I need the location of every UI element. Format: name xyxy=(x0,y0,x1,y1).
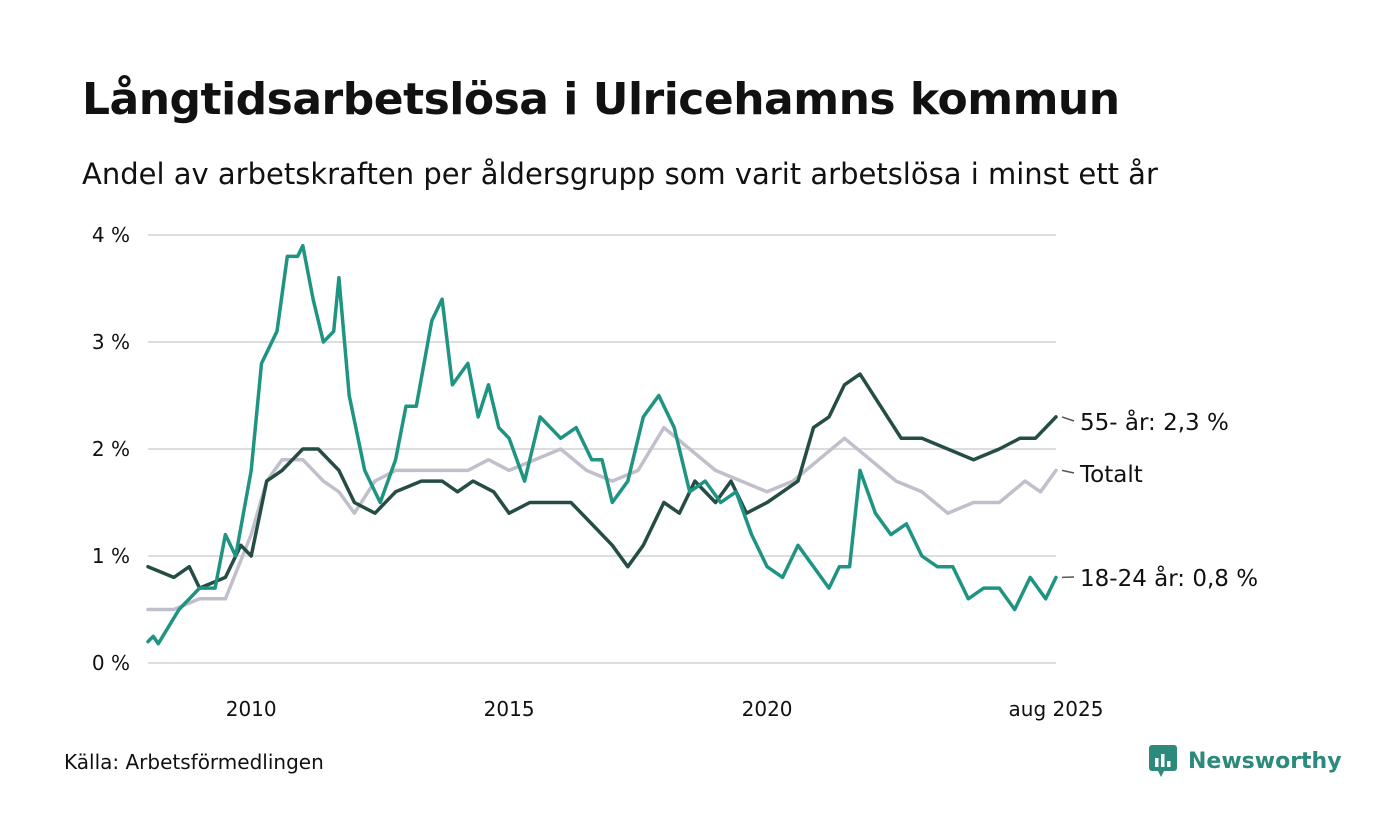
y-tick-label: 0 % xyxy=(92,651,130,675)
series-end-labels: Totalt 55- år: 2,3 % 18-24 år: 0,8 % xyxy=(1061,408,1258,592)
label-connector xyxy=(1061,469,1075,474)
x-tick-label: aug 2025 xyxy=(1009,697,1104,721)
series-label-young: 18-24 år: 0,8 % xyxy=(1080,564,1258,592)
series-line-total xyxy=(146,425,1058,612)
newsworthy-logo-icon xyxy=(1149,745,1177,777)
y-tick-label: 2 % xyxy=(92,437,130,461)
series-lines xyxy=(146,243,1058,646)
y-tick-label: 3 % xyxy=(92,330,130,354)
source-note: Källa: Arbetsförmedlingen xyxy=(64,750,324,774)
chart-subtitle: Andel av arbetskraften per åldersgrupp s… xyxy=(82,157,1158,191)
series-line-young xyxy=(146,243,1058,646)
x-tick-label: 2020 xyxy=(742,697,793,721)
label-connector xyxy=(1061,416,1075,422)
series-label-old: 55- år: 2,3 % xyxy=(1080,408,1229,436)
chart-title: Långtidsarbetslösa i Ulricehamns kommun xyxy=(82,74,1120,125)
brand-logo[interactable]: Newsworthy xyxy=(1148,744,1342,778)
y-axis-ticks: 0 % 1 % 2 % 3 % 4 % xyxy=(92,223,130,675)
brand-name: Newsworthy xyxy=(1188,748,1342,774)
x-tick-label: 2010 xyxy=(226,697,277,721)
x-axis-ticks: 2010 2015 2020 aug 2025 xyxy=(226,697,1104,721)
series-label-total: Totalt xyxy=(1079,462,1143,488)
gridlines xyxy=(148,234,1056,664)
y-tick-label: 4 % xyxy=(92,223,130,247)
series-line-old xyxy=(146,372,1058,590)
x-tick-label: 2015 xyxy=(484,697,535,721)
y-tick-label: 1 % xyxy=(92,544,130,568)
